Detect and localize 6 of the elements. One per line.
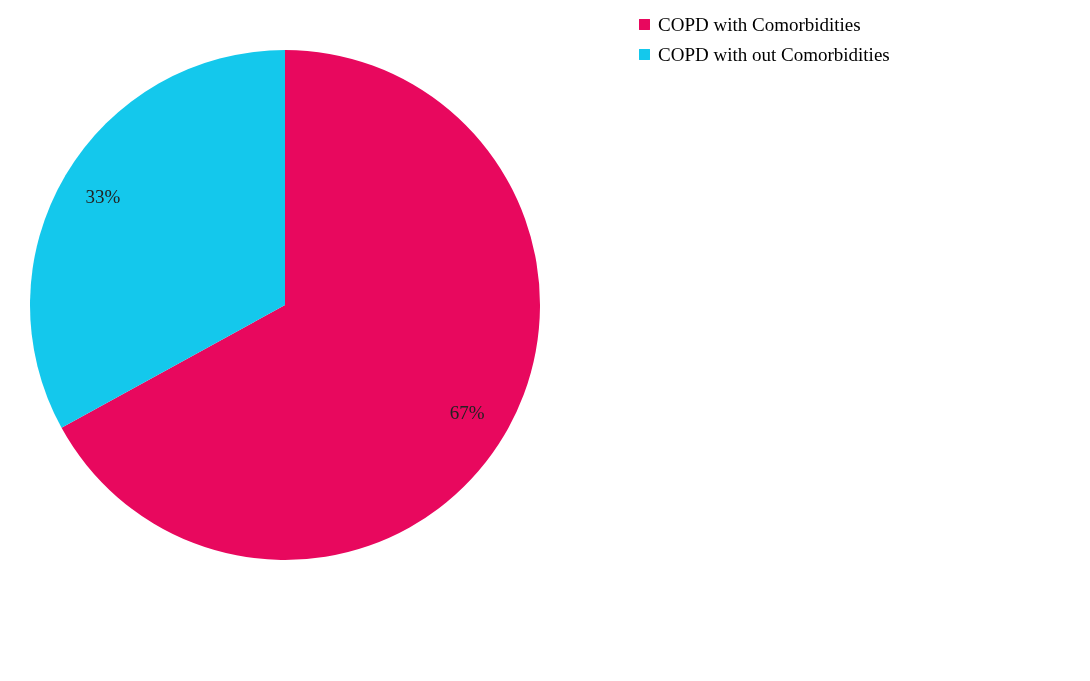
data-label: 67%: [449, 401, 485, 423]
legend-label: COPD with out Comorbidities: [658, 43, 890, 65]
data-label: 33%: [85, 186, 121, 208]
legend-label: COPD with Comorbidities: [658, 13, 861, 35]
pie-slice: [61, 50, 540, 560]
pie-slice: [30, 50, 285, 428]
